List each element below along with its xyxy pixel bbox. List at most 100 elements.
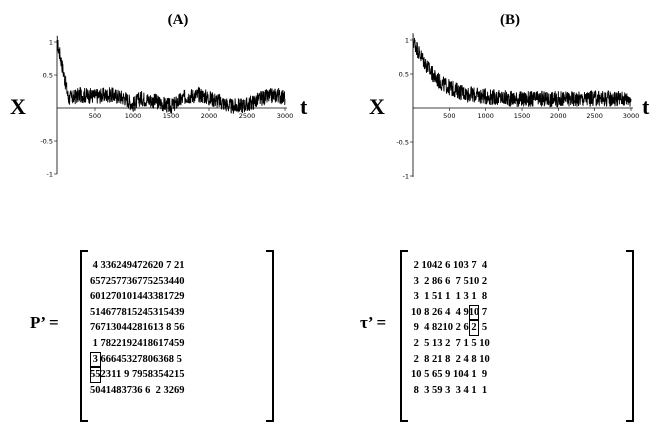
matrix-row: 10 5 6 5 9 10 4 1 9 — [411, 367, 490, 383]
matrix-cell: 2 — [432, 353, 438, 365]
matrix-cell: 3 — [455, 384, 461, 396]
matrix-cell: 8 — [481, 291, 488, 303]
matrix-row: 65 72 57 73 67 75 25 34 40 — [90, 274, 185, 290]
plot-a-trace — [56, 35, 286, 114]
matrix-cell: 6 — [445, 275, 451, 287]
matrix-cell: 1 — [445, 291, 451, 303]
plot-a-xtick-label: 1500 — [163, 112, 180, 120]
matrix-cell: 10 — [468, 275, 480, 287]
matrix-cell: 4 — [424, 322, 430, 334]
matrix-cell: 10 — [121, 291, 133, 303]
matrix-cell: 8 — [432, 275, 438, 287]
matrix-cell: 54 — [163, 306, 175, 318]
matrix-cell: 32 — [163, 384, 175, 396]
plot-b-trace — [412, 33, 632, 108]
matrix-cell: 79 — [132, 369, 143, 381]
matrix-row: 10 8 2 6 4 4 9 10 7 — [411, 304, 490, 321]
plot-a-xtick-label: 500 — [89, 112, 101, 120]
plot-b: (B) X t 500 1000 1500 2000 2500 3000 1 0.5 -0.5 -… — [331, 0, 662, 245]
matrix-cell: 6 — [432, 369, 438, 381]
matrix-cell: 65 — [90, 275, 101, 287]
matrix-cell: 50 — [90, 384, 101, 396]
matrix-cell: 35 — [153, 369, 164, 381]
matrix-row: 60 12 70 10 14 43 38 17 29 — [90, 289, 185, 305]
matrix-row: 2 10 4 2 6 10 3 7 4 — [411, 258, 490, 274]
matrix-cell: 51 — [90, 306, 101, 318]
matrix-p-table: 4 33 62 49 47 26 20 7 21 65 72 57 73 67 75 25 34 40 60 12 70… — [90, 258, 185, 398]
matrix-cell: 13 — [153, 322, 164, 334]
matrix-cell: 72 — [100, 275, 112, 287]
matrix-cell: 75 — [142, 275, 154, 287]
matrix-tau-right-bracket — [626, 250, 634, 422]
matrix-cell: 11 — [111, 369, 122, 381]
plot-a-t-label: t — [300, 94, 308, 119]
matrix-cell: 10 — [411, 369, 422, 381]
plot-a-series-line — [56, 35, 286, 114]
matrix-cell: 2 — [413, 337, 419, 349]
matrix-cell: 9 — [445, 369, 451, 381]
matrix-cell: 28 — [132, 322, 143, 334]
matrix-cell: 9 — [463, 306, 469, 318]
matrix-cell: 24 — [132, 337, 143, 349]
matrix-cell: 3 — [463, 260, 469, 271]
matrix-row: 50 41 48 37 36 6 2 32 69 — [90, 383, 185, 399]
matrix-cell: 77 — [111, 306, 122, 318]
plot-b-series-line — [412, 33, 632, 108]
matrix-cell: 68 — [163, 353, 175, 365]
plot-b-ytick-label: -0.5 — [396, 139, 409, 147]
matrix-cell: 2 — [437, 322, 443, 334]
matrix-tau-label: τ’ = — [360, 313, 387, 332]
matrix-cell: 1 — [471, 384, 477, 396]
matrix-cell: 41 — [100, 384, 112, 396]
matrix-cell: 7 — [481, 306, 488, 318]
matrix-cell: 6 — [437, 306, 443, 318]
matrix-cell: 8 — [424, 353, 430, 365]
plot-a-title: (A) — [168, 12, 189, 28]
matrix-cell: 10 — [468, 304, 480, 321]
matrix-cell: 8 — [413, 384, 419, 396]
matrix-row: 55 23 11 9 79 58 35 42 15 — [90, 367, 185, 383]
matrix-cell: 38 — [153, 291, 164, 303]
matrix-cell: 2 — [413, 260, 419, 271]
matrix-row: 2 8 2 1 8 2 4 8 10 — [411, 352, 490, 368]
matrix-cell: 7 — [455, 337, 461, 349]
matrix-cell: 10 — [479, 353, 490, 365]
matrix-cell: 27 — [132, 353, 143, 365]
matrix-cell: 22 — [111, 337, 122, 349]
matrix-cell: 47 — [132, 260, 143, 271]
matrix-cell: 30 — [111, 322, 122, 334]
matrix-cell: 48 — [111, 384, 122, 396]
plot-a-svg: (A) X t 500 1000 1500 2000 2500 3000 1 0.5 -0.5 -… — [10, 12, 308, 179]
matrix-cell: 17 — [163, 291, 175, 303]
matrix-cell: 9 — [413, 322, 419, 334]
matrix-cell: 37 — [121, 384, 133, 396]
matrix-cell: 10 — [421, 260, 433, 271]
matrix-cell: 4 — [463, 369, 469, 381]
matrix-cell: 3 — [424, 384, 430, 396]
matrix-cell: 18 — [142, 337, 154, 349]
matrix-cell: 1 — [432, 337, 438, 349]
matrix-cell: 57 — [111, 275, 122, 287]
matrix-cell: 10 — [479, 337, 490, 349]
matrix-cell: 2 — [468, 320, 480, 336]
plot-b-ytick-label: 0.5 — [399, 71, 409, 79]
matrix-cell: 39 — [174, 306, 185, 318]
matrix-cell: 3 — [445, 384, 451, 396]
matrix-cell: 52 — [132, 306, 143, 318]
matrix-cell: 2 — [481, 275, 488, 287]
matrix-cell: 10 — [442, 322, 454, 334]
matrix-cell: 10 — [453, 369, 464, 381]
matrix-cell: 53 — [121, 353, 133, 365]
matrix-cell: 6 — [445, 260, 451, 271]
matrix-row: 76 71 30 44 28 16 13 8 56 — [90, 320, 185, 336]
matrix-cell: 58 — [142, 369, 154, 381]
plot-b-x-label: X — [369, 94, 385, 119]
matrix-cell: 25 — [153, 275, 164, 287]
matrix-cell: 66 — [100, 353, 112, 365]
matrix-cell: 19 — [121, 337, 133, 349]
matrix-cell: 20 — [153, 260, 164, 271]
matrix-cell: 36 — [132, 384, 143, 396]
plot-b-xtick-label: 3000 — [623, 112, 640, 120]
matrix-cell: 14 — [132, 291, 143, 303]
